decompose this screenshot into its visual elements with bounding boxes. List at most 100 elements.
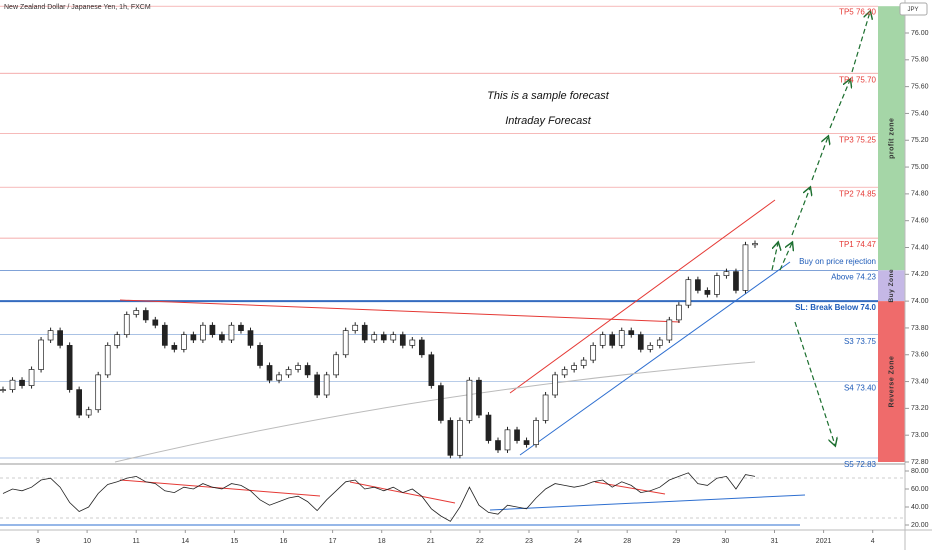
y-tick-label: 73.60 xyxy=(911,352,929,359)
candle xyxy=(438,385,444,421)
y-tick-label: 75.20 xyxy=(911,137,929,144)
y-tick-label: 74.00 xyxy=(911,298,929,305)
y2-tick-label: 40.00 xyxy=(911,504,929,511)
level-label: S3 73.75 xyxy=(844,337,877,346)
osc-trendline xyxy=(489,494,806,511)
candle xyxy=(219,334,225,341)
x-tick-label: 11 xyxy=(133,538,140,545)
y2-tick-label: 20.00 xyxy=(911,522,929,529)
zone-label: Buy Zone xyxy=(888,269,895,303)
level-label: S4 73.40 xyxy=(844,384,877,393)
candle xyxy=(171,345,178,350)
x-tick-label: 23 xyxy=(525,538,533,545)
candle xyxy=(142,310,149,321)
annotation: This is a sample forecast xyxy=(487,90,610,102)
y-tick-label: 74.80 xyxy=(911,191,929,198)
candle xyxy=(618,330,625,346)
annotation: Buy on price rejection xyxy=(799,257,876,266)
y-tick-label: 73.20 xyxy=(911,405,929,412)
candle xyxy=(399,334,406,346)
candle xyxy=(19,379,25,386)
candle xyxy=(466,379,473,421)
candle xyxy=(704,290,711,295)
candle xyxy=(371,334,378,341)
level-label: TP4 75.70 xyxy=(839,75,876,84)
y-tick-label: 75.40 xyxy=(911,110,929,117)
candle xyxy=(181,334,187,350)
y-tick-label: 73.00 xyxy=(911,432,929,439)
x-tick-label: 18 xyxy=(378,538,386,545)
candle xyxy=(228,324,235,341)
zone xyxy=(878,301,905,462)
y2-tick-label: 80.00 xyxy=(911,468,929,475)
zone-label: Reverse Zone xyxy=(888,356,895,408)
candle xyxy=(123,314,130,335)
candle xyxy=(533,420,539,445)
level-label: TP1 74.47 xyxy=(839,240,876,249)
y-tick-label: 74.60 xyxy=(911,218,929,225)
candle xyxy=(447,420,454,456)
candle xyxy=(666,319,673,341)
x-tick-label: 14 xyxy=(181,538,189,545)
level-label: Above 74.23 xyxy=(831,272,876,281)
candle xyxy=(409,339,416,346)
y-tick-label: 72.80 xyxy=(911,459,929,466)
candle xyxy=(656,339,663,346)
candle xyxy=(580,359,587,366)
x-tick-label: 24 xyxy=(574,538,582,545)
candle xyxy=(85,409,92,416)
channel-top xyxy=(509,199,776,394)
zone xyxy=(878,270,905,302)
candle xyxy=(276,374,282,381)
candle xyxy=(561,369,568,376)
candle xyxy=(485,414,492,441)
x-tick-label: 4 xyxy=(871,538,875,545)
x-tick-label: 9 xyxy=(36,538,40,545)
candle xyxy=(304,365,311,376)
candle xyxy=(542,394,549,421)
candle xyxy=(47,330,54,341)
candle xyxy=(266,365,273,381)
level-label: SL: Break Below 74.0 xyxy=(795,303,876,312)
osc-trendline xyxy=(594,481,666,495)
candle xyxy=(66,345,73,390)
candle xyxy=(57,330,63,346)
candle xyxy=(637,334,644,350)
candle xyxy=(9,379,16,390)
candle xyxy=(190,334,197,341)
candle xyxy=(38,339,44,370)
candle xyxy=(609,334,616,346)
annotation: Intraday Forecast xyxy=(505,115,592,127)
candle xyxy=(95,374,102,411)
candle xyxy=(257,345,263,366)
y-tick-label: 76.00 xyxy=(911,30,929,37)
candle xyxy=(247,330,254,346)
candle xyxy=(428,354,435,386)
currency-box xyxy=(899,2,928,16)
zone xyxy=(878,6,905,271)
y-tick-label: 75.80 xyxy=(911,57,929,64)
candle xyxy=(599,334,606,346)
candle xyxy=(238,324,244,331)
candle xyxy=(361,324,368,341)
x-tick-label: 31 xyxy=(771,538,779,545)
x-tick-label: 30 xyxy=(722,538,730,545)
candle xyxy=(571,365,577,370)
chart-title: New Zealand Dollar / Japanese Yen, 1h, F… xyxy=(4,4,151,11)
y2-tick-label: 60.00 xyxy=(911,486,929,493)
y-tick-label: 74.20 xyxy=(911,271,929,278)
candle xyxy=(161,324,168,346)
candle xyxy=(457,420,463,456)
zone-label: profit zone xyxy=(888,118,895,159)
candle xyxy=(390,334,397,341)
level-label: S5 72.83 xyxy=(844,460,877,469)
osc-trendline xyxy=(119,479,321,497)
x-tick-label: 16 xyxy=(280,538,288,545)
trendline xyxy=(119,299,681,323)
candle xyxy=(333,354,340,376)
x-tick-label: 10 xyxy=(83,538,91,545)
candle xyxy=(675,304,682,321)
candle xyxy=(352,324,359,331)
candle xyxy=(695,279,701,291)
